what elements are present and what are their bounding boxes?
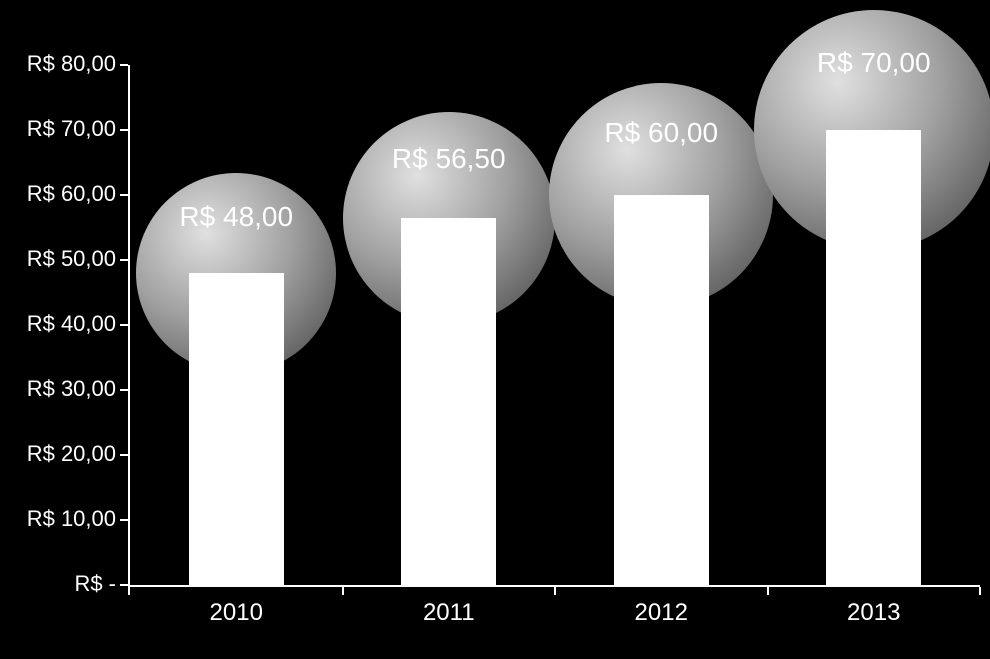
y-tick xyxy=(120,389,128,391)
value-label: R$ 56,50 xyxy=(343,143,555,175)
bar xyxy=(614,195,709,585)
revenue-bar-chart: R$ - R$ 10,00 R$ 20,00 R$ 30,00 R$ 40,00 R$ 5… xyxy=(0,0,990,659)
y-axis-label: R$ 30,00 xyxy=(27,376,116,402)
y-axis-label: R$ 70,00 xyxy=(27,116,116,142)
x-axis-label: 2012 xyxy=(601,599,721,627)
value-label: R$ 60,00 xyxy=(549,117,773,149)
y-tick xyxy=(120,454,128,456)
y-axis-label: R$ 50,00 xyxy=(27,246,116,272)
x-tick xyxy=(342,587,344,595)
y-tick xyxy=(120,519,128,521)
x-tick xyxy=(979,587,981,595)
x-axis-label: 2011 xyxy=(389,599,509,627)
bar xyxy=(826,130,921,585)
x-tick xyxy=(554,587,556,595)
bar xyxy=(189,273,284,585)
y-axis-label: R$ 80,00 xyxy=(27,51,116,77)
y-axis-label: R$ 40,00 xyxy=(27,311,116,337)
x-axis-label: 2010 xyxy=(176,599,296,627)
x-tick xyxy=(128,587,130,595)
y-tick xyxy=(120,584,128,586)
y-tick xyxy=(120,129,128,131)
y-tick xyxy=(120,259,128,261)
bar xyxy=(401,218,496,585)
value-label: R$ 70,00 xyxy=(754,47,990,79)
y-tick xyxy=(120,64,128,66)
y-axis-label: R$ 60,00 xyxy=(27,181,116,207)
value-label: R$ 48,00 xyxy=(136,201,336,233)
y-axis-label: R$ 20,00 xyxy=(27,441,116,467)
y-tick xyxy=(120,324,128,326)
y-axis-label: R$ 10,00 xyxy=(27,506,116,532)
y-axis-label: R$ - xyxy=(74,571,116,597)
y-axis xyxy=(128,65,130,585)
x-axis-label: 2013 xyxy=(814,599,934,627)
x-tick xyxy=(767,587,769,595)
y-tick xyxy=(120,194,128,196)
